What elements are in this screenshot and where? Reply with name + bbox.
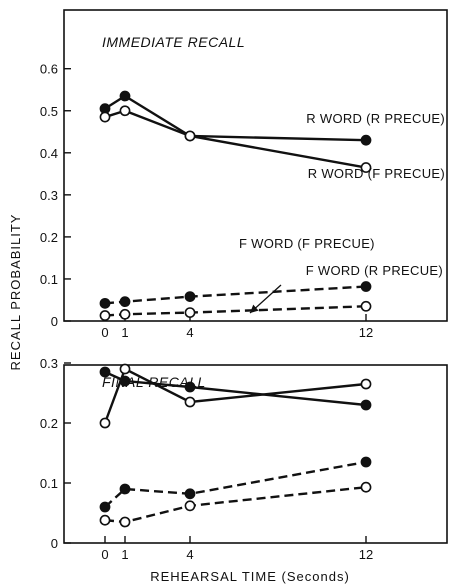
y-tick-label: 0.4 bbox=[40, 146, 58, 161]
series-label: R WORD (F PRECUE) bbox=[308, 166, 445, 181]
y-tick-label: 0.2 bbox=[40, 416, 58, 431]
data-point bbox=[119, 296, 131, 308]
y-tick-label: 0.6 bbox=[40, 62, 58, 77]
data-point bbox=[184, 396, 196, 408]
data-point bbox=[119, 308, 131, 320]
series-line bbox=[104, 285, 367, 305]
data-point bbox=[99, 366, 111, 378]
x-tick-label: 4 bbox=[186, 547, 193, 562]
y-tick-label: 0.3 bbox=[40, 356, 58, 371]
y-tick-label: 0.2 bbox=[40, 230, 58, 245]
data-point bbox=[99, 297, 111, 309]
x-tick-label: 4 bbox=[186, 325, 193, 340]
series-3 bbox=[99, 456, 372, 513]
data-point bbox=[360, 399, 372, 411]
panel-frame bbox=[63, 9, 448, 322]
data-point bbox=[360, 162, 372, 173]
x-tick-label: 12 bbox=[359, 325, 373, 340]
data-point bbox=[360, 481, 372, 493]
series-line bbox=[104, 370, 367, 407]
data-point bbox=[119, 90, 131, 102]
data-point bbox=[360, 300, 372, 312]
y-tick-label: 0 bbox=[51, 536, 58, 551]
data-point bbox=[360, 281, 372, 292]
series-label: R WORD (R PRECUE) bbox=[306, 111, 445, 126]
data-point bbox=[184, 307, 196, 318]
series-1 bbox=[99, 366, 372, 411]
x-tick-label: 1 bbox=[121, 547, 128, 562]
series-line bbox=[103, 367, 367, 424]
series-line bbox=[104, 486, 367, 524]
data-point bbox=[99, 501, 111, 513]
x-tick-label: 1 bbox=[121, 325, 128, 340]
x-axis-label: REHEARSAL TIME (Seconds) bbox=[150, 569, 350, 584]
y-tick-label: 0.1 bbox=[40, 476, 58, 491]
data-point bbox=[99, 417, 111, 429]
series-line bbox=[104, 94, 367, 142]
data-point bbox=[184, 381, 196, 393]
y-tick-label: 0 bbox=[51, 314, 58, 329]
data-point bbox=[99, 514, 111, 526]
y-tick-label: 0.5 bbox=[40, 104, 58, 119]
y-tick-label: 0.3 bbox=[40, 188, 58, 203]
data-point bbox=[119, 363, 131, 375]
panel-frame bbox=[63, 364, 448, 544]
series-label: F WORD (R PRECUE) bbox=[306, 263, 443, 278]
data-point bbox=[184, 130, 196, 142]
data-point bbox=[99, 310, 111, 321]
series-4 bbox=[99, 300, 372, 321]
data-point bbox=[184, 500, 196, 512]
series-label: F WORD (F PRECUE) bbox=[239, 236, 375, 251]
data-point bbox=[119, 105, 131, 117]
panel-title: IMMEDIATE RECALL bbox=[102, 34, 245, 50]
y-axis-label: RECALL PROBABILITY bbox=[8, 214, 23, 371]
label-arrow-head bbox=[250, 304, 259, 313]
x-tick-label: 12 bbox=[359, 547, 373, 562]
series-line bbox=[104, 305, 367, 317]
data-point bbox=[184, 488, 196, 500]
data-point bbox=[119, 516, 131, 528]
data-point bbox=[360, 134, 372, 146]
x-tick-label: 0 bbox=[101, 325, 108, 340]
series-2 bbox=[99, 363, 372, 429]
series-3 bbox=[99, 281, 372, 309]
data-point bbox=[184, 291, 196, 303]
data-point bbox=[360, 378, 372, 390]
x-tick-label: 0 bbox=[101, 547, 108, 562]
series-line bbox=[104, 460, 367, 508]
data-point bbox=[360, 456, 372, 468]
series-4 bbox=[99, 481, 372, 528]
series-2 bbox=[99, 105, 372, 173]
series-line bbox=[104, 109, 367, 169]
y-tick-label: 0.1 bbox=[40, 272, 58, 287]
data-point bbox=[119, 483, 131, 495]
data-point bbox=[99, 111, 111, 123]
